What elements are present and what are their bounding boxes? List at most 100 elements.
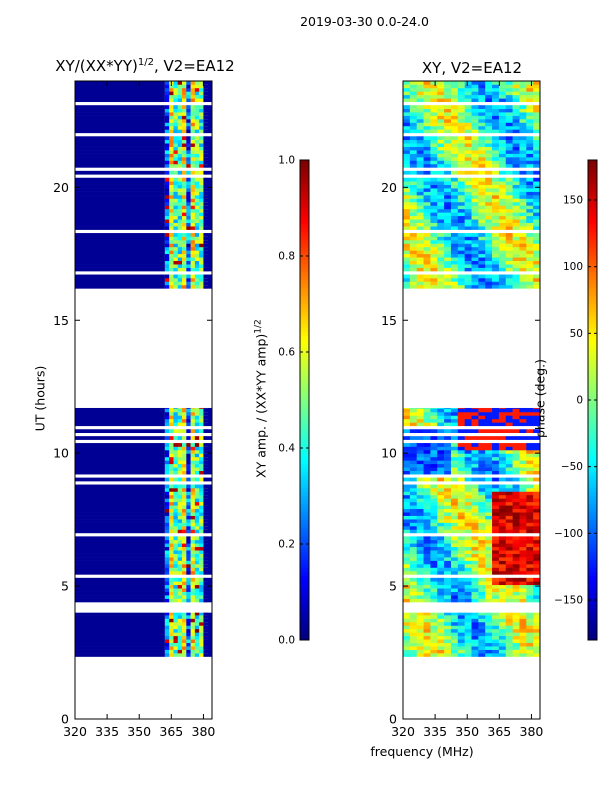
phase-cell — [505, 150, 513, 154]
phase-cell — [533, 505, 541, 510]
phase-cell — [478, 157, 486, 161]
phase-cell — [519, 191, 527, 196]
amp-edge-cell — [203, 160, 212, 165]
phase-cell — [498, 484, 507, 489]
phase-cell — [533, 429, 541, 433]
phase-cell — [526, 505, 534, 510]
amp-cell — [169, 494, 174, 499]
amp-cell — [186, 512, 191, 516]
phase-cell — [485, 236, 493, 241]
phase-cell — [505, 467, 513, 472]
phase-cell — [533, 184, 541, 189]
amp-cell — [182, 257, 187, 262]
phase-cell — [492, 177, 500, 182]
phase-cell — [512, 239, 520, 244]
amp-colorbar-gradient-step — [300, 632, 309, 637]
phase-cell — [512, 115, 520, 120]
phase-cell — [492, 233, 500, 237]
amp-cell — [177, 543, 183, 548]
phase-cell — [437, 205, 445, 210]
phase-cell — [505, 557, 513, 561]
phase-cell — [533, 264, 541, 268]
phase-cell — [519, 260, 527, 265]
amp-cell — [169, 163, 174, 168]
phase-cell — [498, 181, 507, 185]
amp-low-cell — [75, 212, 165, 217]
amp-cell — [186, 536, 191, 541]
phase-cell — [444, 515, 452, 520]
amp-cell — [199, 198, 204, 203]
amp-cell — [173, 550, 179, 554]
phase-cell — [409, 470, 417, 475]
phase-cell — [450, 201, 459, 206]
phase-cell — [437, 522, 445, 527]
phase-cell — [533, 195, 541, 199]
phase-colorbar-gradient-step — [588, 380, 597, 385]
amp-edge-cell — [203, 94, 212, 99]
phase-cell — [492, 505, 500, 510]
amp-cell — [194, 81, 200, 85]
phase-cell — [444, 108, 452, 113]
phase-cell — [444, 198, 452, 203]
phase-cell — [478, 460, 486, 465]
amp-cell — [173, 470, 179, 475]
phase-cell — [478, 408, 486, 413]
phase-cell — [533, 494, 541, 499]
phase-cell — [498, 243, 507, 248]
amp-cell — [182, 557, 187, 561]
phase-cell — [498, 146, 507, 151]
phase-cell — [423, 487, 431, 492]
amp-cell — [186, 122, 191, 127]
amp-edge-cell — [203, 236, 212, 241]
phase-cell — [519, 529, 527, 534]
phase-cell — [519, 81, 527, 85]
phase-cell — [403, 115, 411, 120]
amp-cell — [177, 553, 183, 558]
amp-ytick-label: 10 — [53, 446, 69, 461]
phase-xtick-label: 350 — [455, 724, 479, 739]
amp-cell — [164, 550, 170, 554]
phase-cell — [409, 621, 417, 626]
phase-cell — [533, 129, 541, 134]
phase-cell — [409, 281, 417, 286]
phase-cell — [403, 449, 411, 454]
amp-cell — [182, 246, 187, 251]
phase-cell — [444, 119, 452, 123]
amp-cell — [182, 519, 187, 523]
phase-cell — [478, 491, 486, 496]
phase-cell — [478, 163, 486, 168]
phase-cell — [437, 436, 445, 440]
phase-cell — [492, 519, 500, 523]
amp-cell — [186, 557, 191, 561]
phase-cell — [416, 226, 424, 230]
amp-cell — [173, 591, 179, 596]
phase-cell — [437, 453, 445, 458]
phase-cell — [492, 522, 500, 527]
phase-cell — [464, 621, 472, 626]
amp-low-cell — [75, 264, 165, 268]
amp-cell — [186, 570, 191, 575]
phase-cell — [437, 560, 445, 565]
amp-cell — [194, 219, 200, 223]
phase-cell — [492, 281, 500, 286]
amp-cell — [194, 632, 200, 637]
amp-cell — [182, 91, 187, 96]
phase-cell — [444, 449, 452, 454]
phase-cell — [526, 243, 534, 248]
phase-cell — [471, 526, 479, 530]
amp-cell — [177, 239, 183, 244]
amp-cell — [190, 642, 196, 647]
phase-colorbar-gradient-step — [588, 468, 597, 473]
amp-cell — [190, 526, 196, 530]
amp-cell — [164, 226, 170, 230]
amp-cell — [199, 236, 204, 241]
phase-cell — [444, 422, 452, 427]
phase-cell — [430, 407, 438, 409]
amp-cell — [190, 188, 196, 192]
phase-cell — [498, 191, 507, 196]
phase-cell — [444, 98, 452, 103]
amp-cell — [199, 105, 204, 109]
amp-edge-cell — [203, 467, 212, 472]
phase-cell — [437, 243, 445, 248]
amp-colorbar-gradient-step — [300, 512, 309, 517]
